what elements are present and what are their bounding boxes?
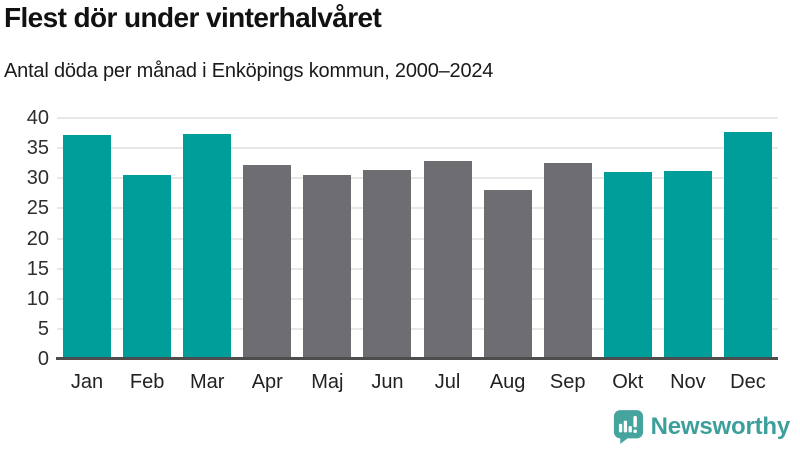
y-tick-25: 25 (26, 197, 49, 220)
bar-chart: 0 5 10 15 20 25 30 35 40 Jan Feb Mar Apr Maj Jun Jul Aug… (27, 107, 778, 393)
gridline-30 (57, 177, 778, 180)
y-tick-10: 10 (26, 287, 49, 310)
x-tick-maj: Maj (311, 371, 344, 393)
bar-mar (183, 134, 232, 359)
x-tick-jul: Jul (434, 371, 461, 393)
y-tick-35: 35 (26, 137, 49, 160)
bar-sep (543, 162, 592, 359)
x-tick-dec: Dec (730, 371, 766, 393)
bar-aug (483, 189, 532, 359)
chart-subtitle: Antal döda per månad i Enköpings kommun,… (4, 60, 494, 82)
gridline-5 (57, 327, 778, 330)
bar-feb (123, 175, 172, 359)
bar-maj (303, 174, 352, 359)
gridline-40 (57, 117, 778, 119)
gridline-10 (57, 297, 778, 300)
newsworthy-logo-icon (613, 410, 643, 444)
y-tick-5: 5 (37, 317, 49, 340)
brand-name: Newsworthy (650, 412, 791, 440)
y-tick-30: 30 (26, 167, 49, 190)
x-tick-apr: Apr (251, 371, 283, 393)
bar-jan (63, 134, 112, 359)
gridline-35 (57, 147, 778, 150)
y-tick-0: 0 (37, 348, 49, 370)
x-tick-jun: Jun (371, 371, 404, 393)
x-tick-mar: Mar (189, 371, 225, 393)
x-tick-feb: Feb (129, 371, 165, 393)
chart-title: Flest dör under vinterhalvåret (4, 2, 382, 33)
bar-jul (423, 160, 472, 359)
bar-nov (663, 171, 712, 359)
bar-okt (603, 171, 652, 359)
gridline-15 (57, 267, 778, 270)
bar-jun (363, 169, 412, 359)
x-tick-aug: Aug (489, 371, 526, 393)
y-tick-15: 15 (26, 257, 49, 280)
bar-apr (243, 165, 292, 359)
x-axis-line (56, 357, 778, 360)
x-tick-jan: Jan (70, 371, 104, 393)
gridline-20 (57, 237, 778, 240)
bar-dec (723, 131, 772, 359)
x-tick-okt: Okt (612, 371, 644, 393)
y-tick-20: 20 (26, 227, 49, 250)
brand-footer: Newsworthy (613, 409, 790, 444)
x-tick-nov: Nov (670, 371, 706, 393)
x-tick-sep: Sep (549, 371, 586, 393)
gridline-25 (57, 207, 778, 210)
y-tick-40: 40 (26, 107, 49, 129)
